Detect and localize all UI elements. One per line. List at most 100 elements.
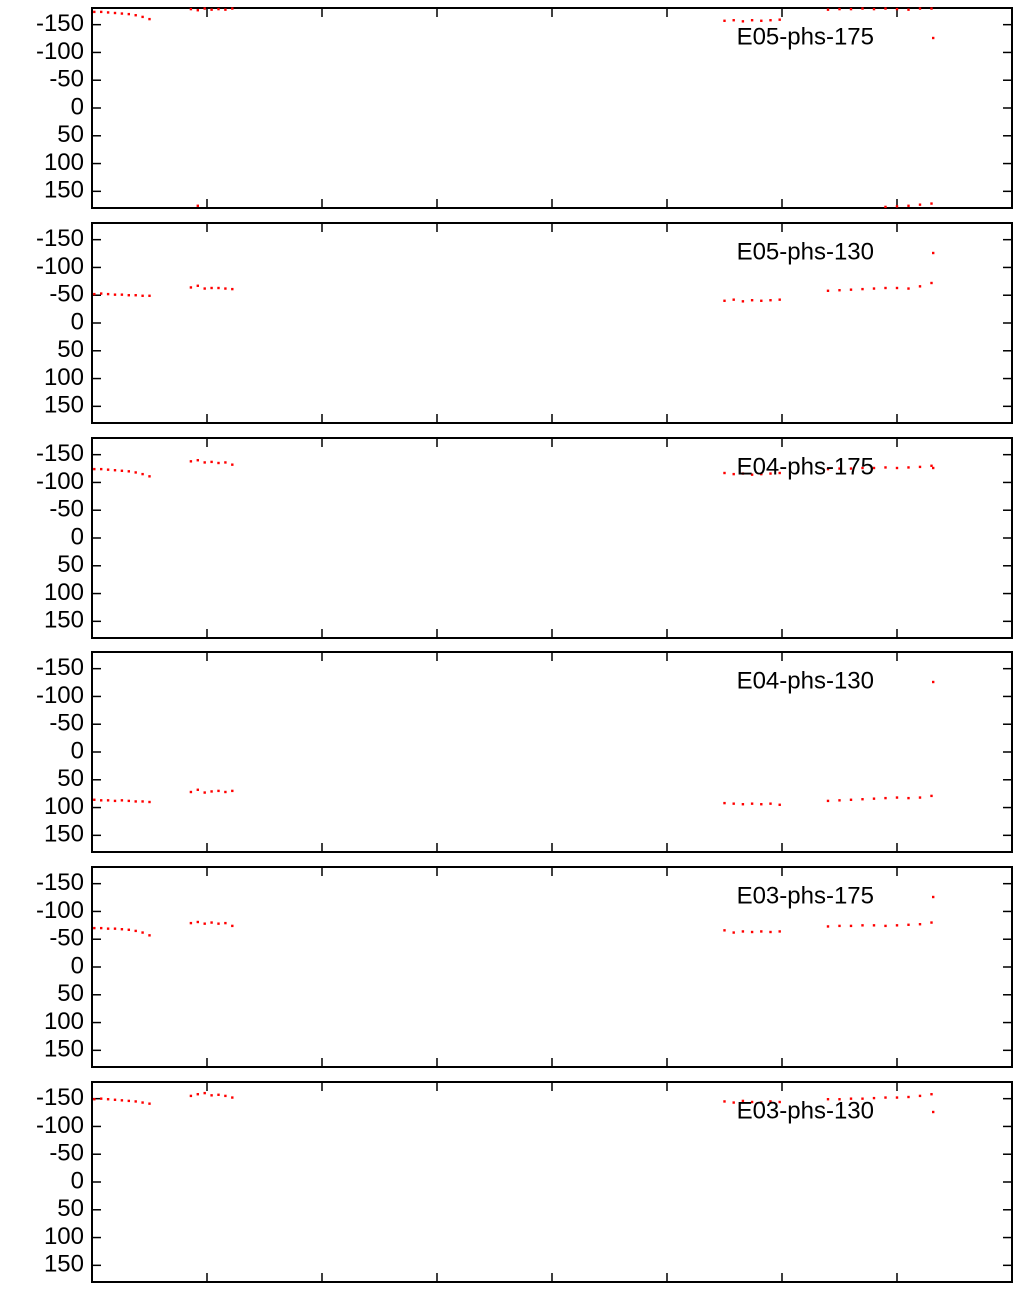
point (769, 930, 772, 934)
y-tick-label: 0 (71, 952, 84, 979)
legend-label: E03-phs-175 (737, 882, 874, 909)
point (189, 790, 193, 794)
point (838, 799, 841, 802)
y-tick-label: 0 (71, 1167, 84, 1194)
point (723, 19, 726, 22)
point (930, 921, 933, 924)
point (872, 797, 876, 800)
point (930, 281, 933, 285)
legend-marker (932, 895, 935, 899)
point (196, 9, 199, 12)
point (148, 934, 151, 937)
point (148, 800, 151, 804)
point (113, 11, 117, 15)
point (210, 921, 213, 924)
point (100, 799, 103, 802)
point (210, 286, 213, 290)
point (838, 7, 841, 11)
point (127, 1099, 130, 1103)
point (134, 14, 137, 17)
y-tick-label: 0 (71, 308, 84, 335)
point (918, 1094, 922, 1098)
point (134, 471, 137, 474)
y-tick-label: 50 (57, 121, 84, 148)
point (210, 790, 213, 793)
point (838, 924, 841, 928)
point (203, 287, 206, 290)
y-tick-label: 50 (57, 765, 84, 792)
point (224, 790, 227, 794)
y-tick-label: 0 (71, 523, 84, 550)
point (113, 927, 117, 930)
point (141, 472, 144, 476)
point (826, 467, 830, 471)
point (723, 471, 726, 475)
y-tick-label: 150 (44, 177, 84, 204)
point (141, 800, 144, 803)
point (778, 18, 781, 21)
point (224, 287, 227, 290)
point (231, 463, 234, 466)
point (113, 293, 117, 296)
y-tick-label: 100 (44, 364, 84, 391)
point (732, 931, 735, 934)
point (148, 475, 151, 478)
point (826, 289, 830, 292)
point (203, 461, 206, 464)
point (838, 1098, 841, 1101)
point (224, 8, 227, 11)
legend-marker (932, 680, 935, 684)
point (732, 472, 735, 476)
point (100, 1097, 103, 1100)
point (217, 1093, 220, 1096)
y-tick-label: -50 (49, 710, 84, 737)
point (127, 799, 130, 803)
point (113, 799, 117, 803)
plot-frame (91, 651, 1013, 853)
point (930, 464, 933, 467)
y-tick-label: -50 (49, 925, 84, 952)
point (895, 466, 899, 470)
point (930, 1093, 933, 1096)
point (196, 788, 199, 791)
point (778, 471, 781, 475)
point (210, 460, 213, 464)
point (723, 929, 726, 932)
point (861, 924, 864, 927)
point (120, 469, 124, 472)
point (93, 292, 96, 296)
point (106, 927, 110, 930)
point (120, 799, 124, 802)
y-tick-label: 150 (44, 607, 84, 634)
point (907, 8, 910, 11)
point (872, 7, 876, 11)
point (134, 1100, 137, 1103)
y-tick-label: 100 (44, 149, 84, 176)
point (100, 467, 103, 471)
point (760, 472, 763, 476)
y-tick-label: 50 (57, 980, 84, 1007)
y-tick-label: 0 (71, 737, 84, 764)
point (778, 803, 781, 806)
point (217, 789, 220, 793)
legend-marker (932, 466, 935, 470)
y-tick-label: 50 (57, 1195, 84, 1222)
point (196, 284, 199, 287)
point (884, 7, 887, 10)
point (895, 205, 899, 208)
point (141, 15, 144, 19)
y-tick-label: -100 (36, 1112, 84, 1139)
point (93, 1098, 96, 1101)
point (760, 803, 763, 806)
point (231, 7, 234, 10)
point (884, 205, 887, 209)
legend-label: E05-phs-130 (737, 238, 874, 265)
point (750, 19, 754, 22)
point (134, 294, 137, 297)
y-tick-label: -150 (36, 869, 84, 896)
y-tick-label: -150 (36, 1084, 84, 1111)
point (210, 8, 213, 11)
